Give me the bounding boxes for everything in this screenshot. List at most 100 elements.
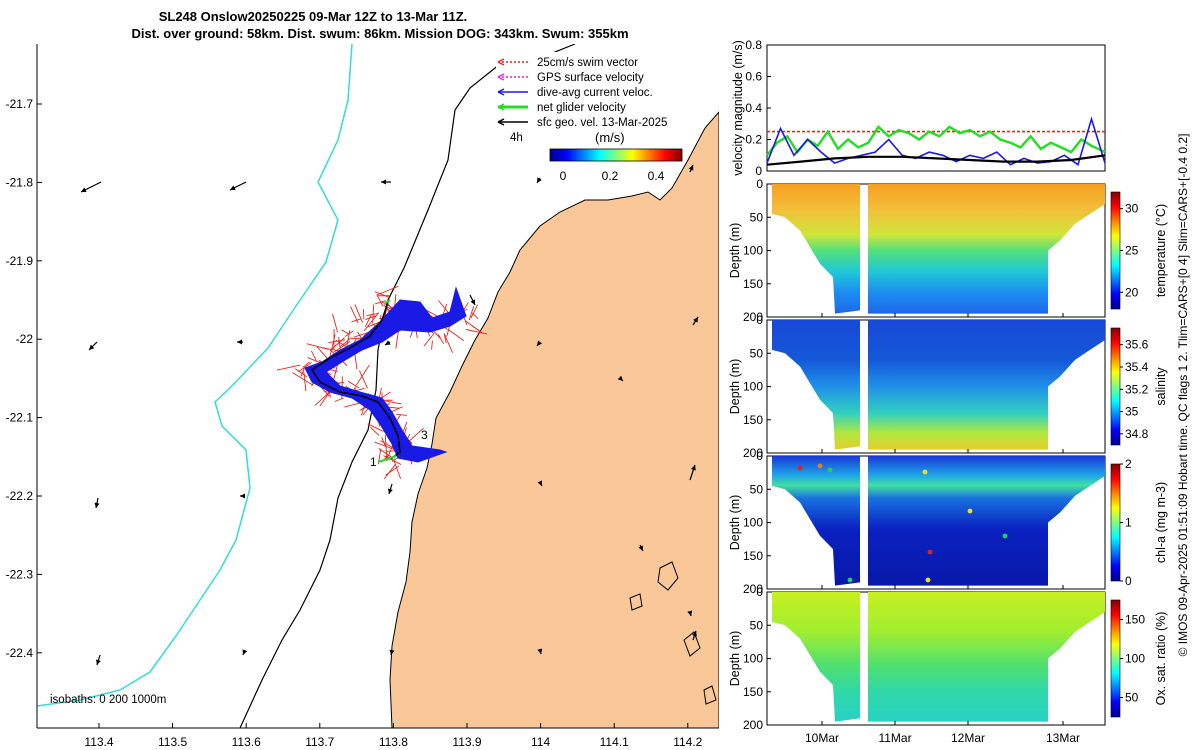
swim-vector xyxy=(364,314,372,328)
section-ylabel: Depth (m) xyxy=(728,359,742,415)
swim-vector xyxy=(341,329,349,335)
geo-arrow-head xyxy=(381,179,386,185)
swim-vector xyxy=(306,343,329,350)
swim-vector xyxy=(298,362,312,373)
swim-vector xyxy=(310,350,317,361)
geo-arrow-head xyxy=(389,649,395,655)
colorbar-tick-label: 30 xyxy=(1125,202,1139,216)
section-y-tick-label: 200 xyxy=(743,582,763,596)
time-tick-label: 13Mar xyxy=(1046,731,1080,745)
swim-vector xyxy=(423,334,434,347)
sfc-geo-velocity-arrows xyxy=(80,164,699,666)
map-x-ticks: 113.4 113.5 113.6 113.7 113.8 113.9 114 114.1 11… xyxy=(84,723,703,749)
isobath-200m xyxy=(239,44,576,728)
velocity-panel: 0 0.2 0.4 0.6 0.8 velocity magnitude (m/s) xyxy=(731,38,1106,178)
section-data-segment xyxy=(868,592,1105,722)
velocity-y-tick-label: 0.6 xyxy=(745,70,762,84)
section-colorbar xyxy=(1110,327,1121,446)
swim-vector xyxy=(344,402,361,408)
swim-vector xyxy=(351,318,361,323)
geo-arrow-head xyxy=(94,502,100,508)
swim-vector xyxy=(444,334,454,354)
swim-vector xyxy=(437,334,444,345)
geo-arrow-head xyxy=(638,545,643,551)
island xyxy=(683,631,701,657)
swim-vector xyxy=(395,413,407,416)
geo-arrow-head xyxy=(81,187,87,192)
chl-point xyxy=(967,508,973,514)
section-y-tick-label: 150 xyxy=(743,277,763,291)
velocity-y-tick-label: 0.4 xyxy=(745,101,762,115)
section-colorbar xyxy=(1110,463,1121,582)
velocity-series-line xyxy=(766,125,1106,157)
legend-arrowhead xyxy=(497,73,505,81)
geo-arrow-head xyxy=(89,344,95,350)
swim-vector xyxy=(374,441,395,450)
swim-vector xyxy=(276,364,301,371)
map-x-tick-label: 114.2 xyxy=(673,735,702,749)
interval-label: 4h xyxy=(510,132,523,144)
colorbar-tick-label: 35.2 xyxy=(1125,382,1149,396)
velocity-y-tick-label: 0.2 xyxy=(745,133,762,147)
title-line-2: Dist. over ground: 58km. Dist. swum: 86k… xyxy=(131,26,628,41)
chl-point xyxy=(922,469,928,475)
speed-colorbar xyxy=(549,148,683,162)
map-x-tick-label: 113.9 xyxy=(452,735,481,749)
swim-vector xyxy=(292,372,313,386)
swim-vector xyxy=(391,406,403,412)
swim-vector xyxy=(344,330,354,337)
geo-arrow-head xyxy=(240,493,245,499)
island xyxy=(657,561,679,591)
map-y-tick-label: -22.1 xyxy=(6,411,34,425)
section-ylabel: Depth (m) xyxy=(728,223,742,279)
map-y-tick-label: -22.4 xyxy=(6,646,34,660)
swim-vector xyxy=(409,427,424,442)
footer-credit: © IMOS 09-Apr-2025 01:51:09 Hobart time.… xyxy=(1176,134,1190,657)
section-y-tick-label: 0 xyxy=(756,313,763,327)
net-glider-velocity xyxy=(383,299,391,305)
section-y-tick-label: 200 xyxy=(743,718,763,732)
swim-vector xyxy=(471,325,483,334)
section-data-segment xyxy=(772,184,860,314)
colorbar-tick-label: 20 xyxy=(1125,285,1139,299)
colorbar-tick: 0.2 xyxy=(602,169,619,183)
legend-label: 25cm/s swim vector xyxy=(537,57,638,69)
time-tick-label: 11Mar xyxy=(878,731,911,745)
map-y-tick-label: -22 xyxy=(16,332,34,346)
section-y-tick-label: 200 xyxy=(743,446,763,460)
colorbar-tick-label: 50 xyxy=(1125,691,1139,705)
section-y-tick-label: 50 xyxy=(750,618,764,632)
section-data-segment xyxy=(868,184,1105,314)
geo-arrow-head xyxy=(687,610,693,616)
swim-vector xyxy=(374,291,390,298)
dive-avg-current-band xyxy=(304,286,467,463)
swim-vector xyxy=(446,326,450,337)
legend-label: net glider velocity xyxy=(537,102,626,114)
velocity-y-tick-label: 0.8 xyxy=(745,38,762,52)
legend-arrowhead xyxy=(497,103,505,111)
geo-arrow-head xyxy=(96,659,101,665)
section-y-tick-label: 0 xyxy=(756,177,763,191)
swim-vector xyxy=(338,336,341,350)
section-colorbar xyxy=(1110,191,1121,310)
swim-vector xyxy=(363,312,380,332)
geo-arrow-head xyxy=(537,648,543,654)
swim-vector xyxy=(359,370,368,389)
swim-vector xyxy=(465,329,488,335)
swim-vector xyxy=(354,304,364,323)
map-x-tick-label: 113.4 xyxy=(84,735,113,749)
geo-arrow-head xyxy=(692,631,697,637)
swim-vector xyxy=(350,306,359,324)
chl-point xyxy=(827,467,833,473)
colorbar-label: salinity xyxy=(1154,367,1168,406)
colorbar-tick-label: 35.6 xyxy=(1125,338,1149,352)
velocity-series-line xyxy=(766,154,1106,166)
map-x-tick-label: 113.5 xyxy=(158,735,187,749)
swim-vector xyxy=(366,313,379,317)
section-colorbar xyxy=(1110,599,1121,718)
section-ylabel: Depth (m) xyxy=(728,631,742,687)
section-y-tick-label: 150 xyxy=(743,685,763,699)
section-y-tick-label: 50 xyxy=(750,482,764,496)
swim-vector xyxy=(376,294,384,307)
